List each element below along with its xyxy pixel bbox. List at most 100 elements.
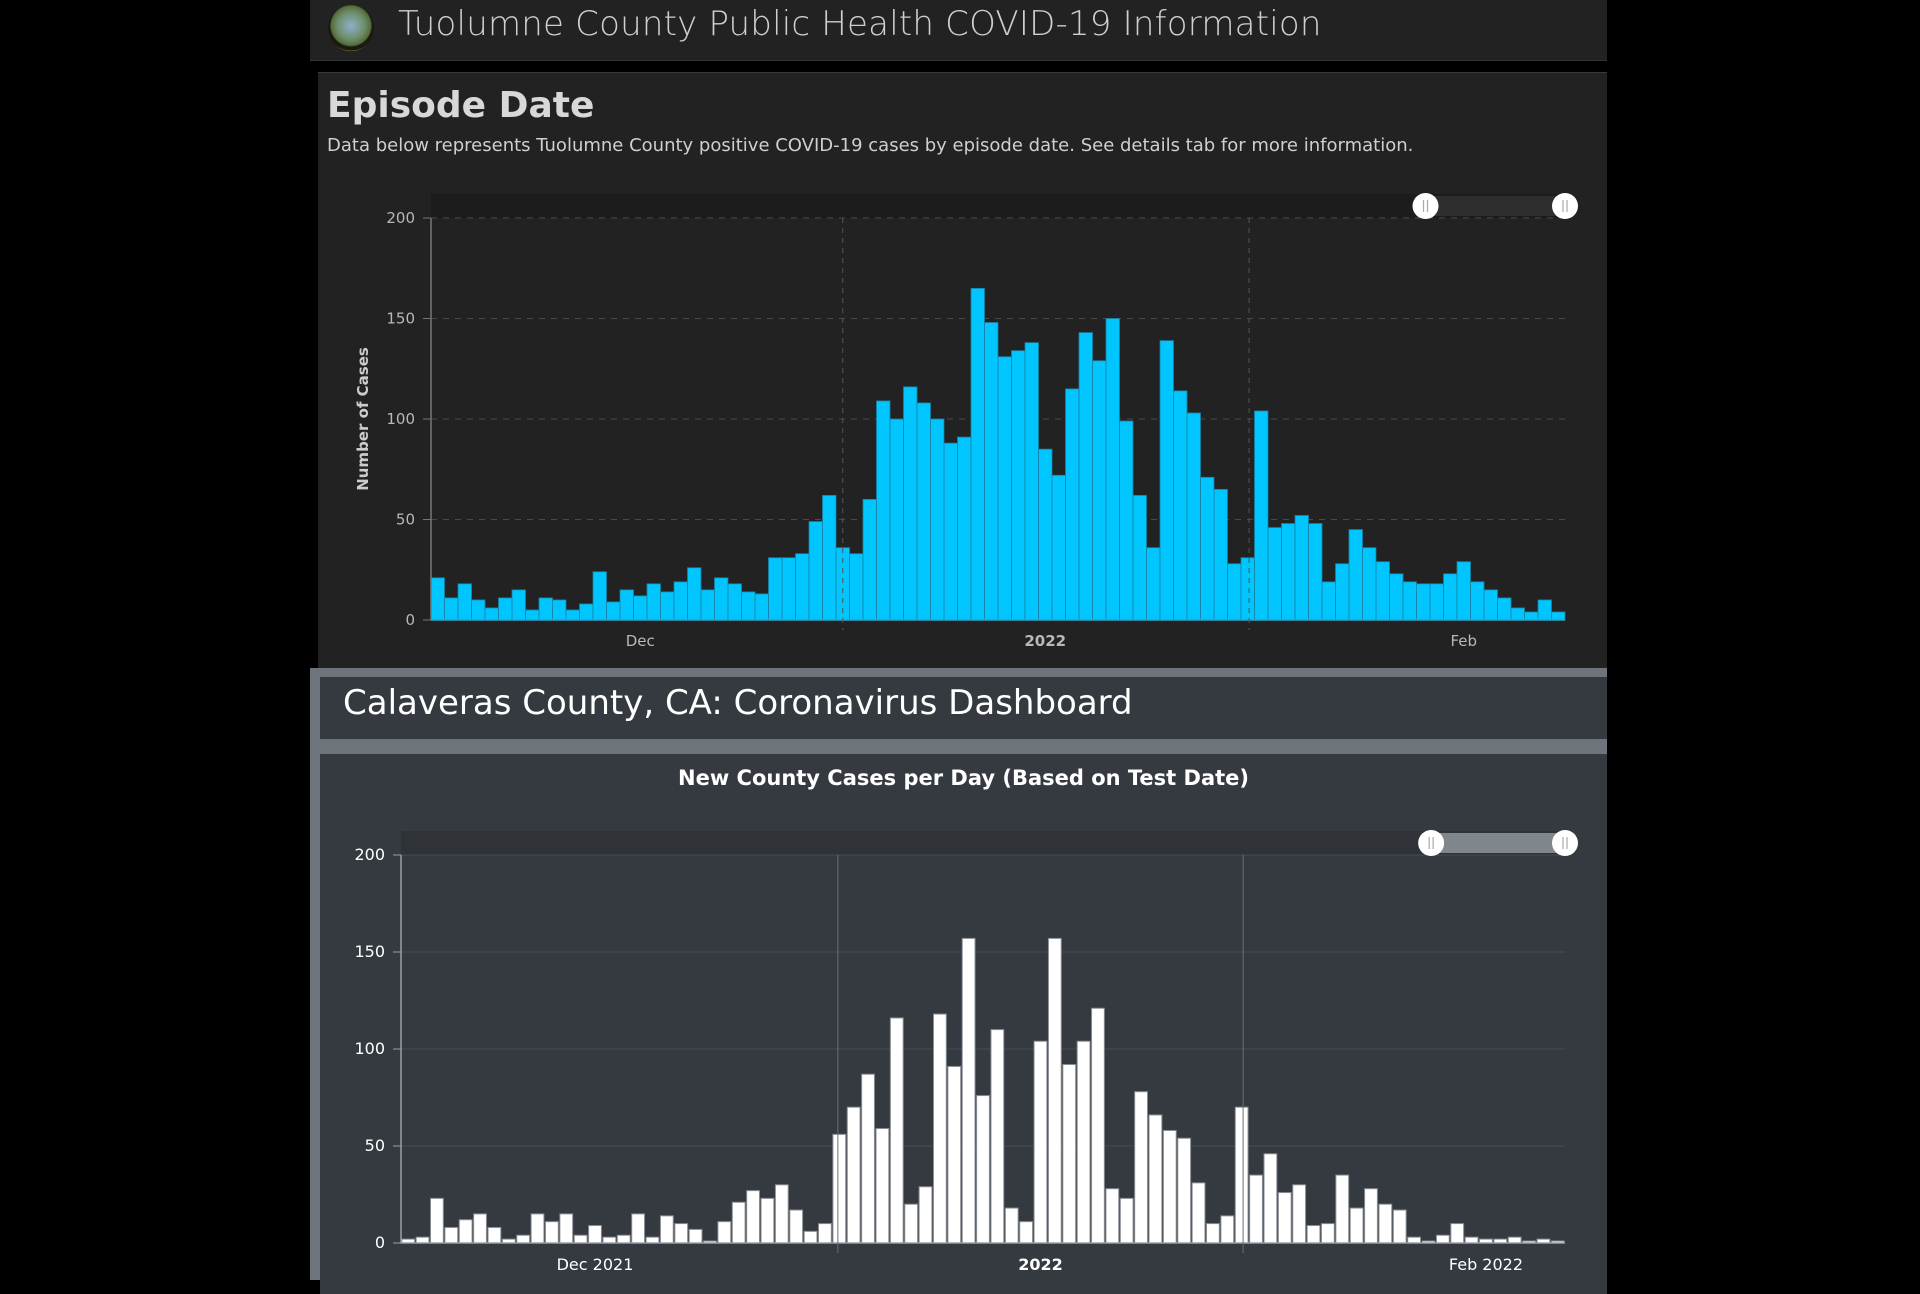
range-slider-track[interactable] [1425,196,1565,216]
bar[interactable] [1349,1207,1364,1244]
bar[interactable] [1254,410,1269,621]
bar[interactable] [1375,561,1390,621]
bar[interactable] [1450,1223,1465,1244]
bar[interactable] [659,1215,674,1244]
bar[interactable] [961,937,976,1244]
bar[interactable] [633,595,648,621]
bar[interactable] [457,583,472,621]
slider-handle-icon[interactable] [1552,193,1578,219]
bar[interactable] [579,603,594,621]
bar[interactable] [1392,1209,1407,1244]
bar[interactable] [573,1234,588,1244]
bar[interactable] [645,1236,660,1244]
bar[interactable] [673,581,688,621]
bar[interactable] [1038,448,1053,621]
bar[interactable] [1277,1192,1292,1244]
bar[interactable] [471,599,486,621]
bar[interactable] [473,1213,487,1244]
bar[interactable] [1091,1007,1105,1244]
bar[interactable] [876,400,891,621]
bar[interactable] [1320,1223,1335,1244]
bar[interactable] [957,436,972,621]
bar[interactable] [1132,494,1147,621]
bar[interactable] [1263,1153,1278,1244]
bar[interactable] [862,498,877,621]
bar[interactable] [1186,412,1201,621]
bar[interactable] [741,591,756,621]
bar[interactable] [619,589,634,621]
bar[interactable] [1047,937,1062,1244]
bar[interactable] [990,1029,1005,1244]
bar[interactable] [714,577,729,621]
bar[interactable] [774,1184,789,1244]
bar[interactable] [1078,332,1093,621]
bar[interactable] [1292,1184,1307,1244]
slider-handle-icon[interactable] [1412,193,1439,219]
bar[interactable] [818,1223,832,1244]
bar[interactable] [1294,515,1309,621]
bar[interactable] [943,442,958,621]
bar[interactable] [918,1186,933,1244]
bar[interactable] [781,557,796,621]
bar[interactable] [430,1197,444,1244]
bar[interactable] [606,601,621,621]
bar[interactable] [1173,390,1188,621]
bar[interactable] [1308,523,1323,621]
bar[interactable] [1105,318,1120,621]
bar[interactable] [1435,1234,1450,1244]
bar[interactable] [754,593,769,621]
bar[interactable] [970,287,985,621]
bar[interactable] [976,1095,990,1244]
bar[interactable] [930,418,945,621]
bar[interactable] [444,597,459,621]
bar[interactable] [717,1221,732,1244]
bar[interactable] [688,1228,703,1244]
bar[interactable] [1134,1091,1148,1244]
bar[interactable] [487,1226,502,1244]
bar[interactable] [1407,1236,1422,1244]
bar[interactable] [1011,350,1026,621]
bar[interactable] [1483,589,1498,621]
bar[interactable] [1019,1221,1034,1244]
bar[interactable] [727,583,742,621]
bar[interactable] [674,1223,689,1244]
bar[interactable] [1524,611,1539,621]
bar[interactable] [1470,581,1485,621]
bar[interactable] [1464,1236,1479,1244]
bar[interactable] [511,589,526,621]
bar[interactable] [1443,573,1458,621]
bar[interactable] [1240,557,1255,621]
bar[interactable] [538,597,553,621]
bar[interactable] [1159,340,1174,621]
bar[interactable] [795,553,810,621]
bar[interactable] [631,1213,646,1244]
bar[interactable] [1051,474,1066,621]
bar[interactable] [1119,420,1134,621]
bar[interactable] [687,567,702,621]
bar[interactable] [903,386,918,621]
bar[interactable] [544,1221,559,1244]
bar[interactable] [832,1133,847,1244]
bar[interactable] [1033,1040,1048,1244]
bar[interactable] [746,1190,760,1244]
bar[interactable] [1321,581,1336,621]
bar[interactable] [1004,1207,1019,1244]
bar[interactable] [1191,1182,1206,1244]
bar[interactable] [458,1219,473,1244]
bar[interactable] [947,1065,962,1244]
bar[interactable] [889,418,904,621]
bar[interactable] [904,1203,919,1244]
bar[interactable] [1105,1188,1120,1244]
bar[interactable] [1162,1129,1177,1244]
range-start-handle[interactable] [1412,193,1439,219]
bar[interactable] [1306,1225,1321,1244]
bar[interactable] [861,1073,875,1244]
bar[interactable] [1062,1064,1077,1244]
bar[interactable] [789,1209,804,1244]
bar[interactable] [552,599,567,621]
bar[interactable] [822,494,837,621]
range-slider-track[interactable] [1431,833,1565,853]
bar[interactable] [1213,488,1228,621]
bar[interactable] [1206,1223,1220,1244]
bar[interactable] [1234,1106,1249,1244]
